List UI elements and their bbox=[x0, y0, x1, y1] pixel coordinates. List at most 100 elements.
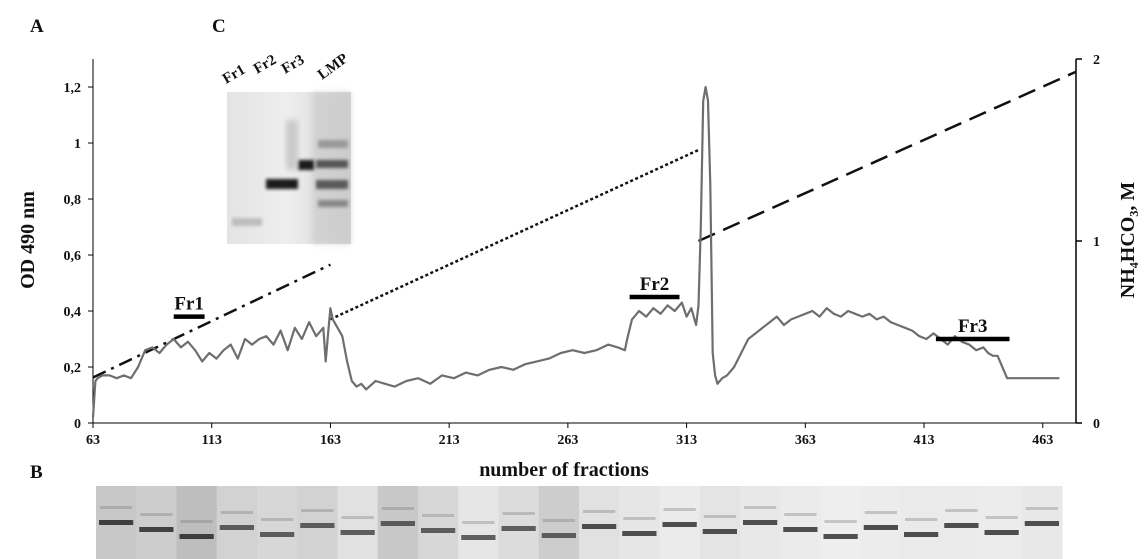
gel-strip-band bbox=[220, 511, 253, 514]
y-axis-title: OD 490 nm bbox=[17, 191, 39, 289]
gel-strip-band bbox=[301, 509, 334, 512]
gel-strip-band bbox=[381, 507, 414, 510]
gel-strip-lane bbox=[458, 486, 500, 559]
gel-band bbox=[316, 160, 348, 168]
gradient-lines bbox=[92, 70, 1077, 379]
fraction-label-fr2: Fr2 bbox=[640, 274, 670, 295]
y-tick-label: 0,6 bbox=[64, 249, 82, 264]
gel-strip-band bbox=[180, 520, 213, 523]
gel-strip-band bbox=[784, 513, 817, 516]
gel-strip-band bbox=[703, 515, 736, 518]
y2-axis-title: NH₄HCO₃, M bbox=[1117, 182, 1139, 299]
gradient-line-dotted bbox=[329, 148, 699, 321]
x-axis-title: number of fractions bbox=[479, 459, 649, 481]
y-tick-label: 1,2 bbox=[64, 81, 82, 96]
y-tick-label: 0,8 bbox=[64, 193, 82, 208]
gel-strip-band bbox=[260, 532, 295, 537]
y-tick-label: 0,4 bbox=[64, 305, 82, 320]
lane-label-lmp: LMP bbox=[315, 51, 351, 84]
x-tick-label: 263 bbox=[557, 433, 578, 448]
gel-strip-band bbox=[702, 529, 737, 534]
gel-strip-lane bbox=[257, 486, 298, 559]
gel-strip-band bbox=[783, 527, 818, 532]
x-tick-label: 363 bbox=[795, 433, 816, 448]
gel-band bbox=[232, 218, 262, 226]
gel-strip-band bbox=[904, 532, 939, 537]
gel-strip-band bbox=[663, 508, 696, 511]
gel-strip-band bbox=[179, 534, 214, 539]
gel-strip-band bbox=[662, 522, 697, 527]
fraction-label-fr1: Fr1 bbox=[174, 294, 204, 315]
gel-strip-lane bbox=[981, 486, 1023, 559]
gel-strip-band bbox=[583, 510, 616, 513]
fraction-label-fr3: Fr3 bbox=[958, 316, 988, 337]
gel-strip-band bbox=[422, 514, 455, 517]
gel-strip-lane bbox=[860, 486, 902, 559]
gel-strip-lane bbox=[579, 486, 620, 559]
gel-strip-band bbox=[1025, 507, 1058, 510]
gel-band bbox=[318, 140, 348, 148]
gel-strip-band bbox=[744, 506, 777, 509]
gel-strip-lane bbox=[941, 486, 983, 559]
gel-strip-band bbox=[100, 506, 133, 509]
panel-label-c: C bbox=[212, 16, 226, 37]
gel-strip-band bbox=[380, 521, 415, 526]
gel-strip-band bbox=[984, 530, 1019, 535]
gel-strip-band bbox=[985, 516, 1018, 519]
gel-strip-lane bbox=[176, 486, 218, 559]
gel-strip-lane bbox=[780, 486, 822, 559]
gel-strip-band bbox=[461, 535, 496, 540]
gradient-line-dashed bbox=[697, 70, 1077, 243]
x-tick-label: 63 bbox=[86, 433, 100, 448]
gel-strip-band bbox=[542, 519, 575, 522]
x-tick-label: 113 bbox=[202, 433, 222, 448]
y2-tick-label: 2 bbox=[1093, 53, 1100, 68]
gel-strip-band bbox=[261, 518, 294, 521]
x-tick-label: 163 bbox=[320, 433, 341, 448]
gel-strip-band bbox=[340, 530, 375, 535]
gel-strip-band bbox=[582, 524, 617, 529]
y-tick-label: 0,2 bbox=[64, 361, 82, 376]
gel-strip-lane bbox=[619, 486, 661, 559]
y2-ticks: 0 1 2 bbox=[1076, 53, 1100, 432]
gel-strip-band bbox=[541, 533, 576, 538]
gel-strip-band bbox=[945, 509, 978, 512]
gel-band bbox=[316, 180, 348, 189]
lane-label-fr2: Fr2 bbox=[251, 52, 279, 78]
gel-strip-band bbox=[421, 528, 456, 533]
y-ticks: 0 0,2 0,4 0,6 0,8 1 1,2 bbox=[64, 81, 93, 432]
gel-strip-lane bbox=[901, 486, 942, 559]
chart-area: 63 113 163 213 263 313 363 413 463 0 0,2 0,4 0,6 0,8… bbox=[17, 53, 1139, 481]
gel-band bbox=[266, 179, 298, 189]
gel-strip-band bbox=[502, 512, 535, 515]
gel-strip-band bbox=[341, 516, 374, 519]
gel-band bbox=[318, 200, 348, 207]
gel-strip-lane bbox=[337, 486, 379, 559]
gel-strip-band bbox=[743, 520, 778, 525]
gel-strip-lane bbox=[538, 486, 580, 559]
gel-strip-lane bbox=[136, 486, 178, 559]
gel-strip-band bbox=[139, 527, 174, 532]
gel-strip-lane bbox=[297, 486, 339, 559]
gel-strip-lane bbox=[699, 486, 741, 559]
lane-label-fr3: Fr3 bbox=[279, 52, 307, 78]
inset-gel: Fr1 Fr2 Fr3 LMP bbox=[220, 51, 351, 244]
gel-strip-lane bbox=[216, 486, 258, 559]
gel-strip-band bbox=[864, 511, 897, 514]
fraction-bars: Fr1 Fr2 Fr3 bbox=[173, 274, 1010, 342]
gel-strip-band bbox=[905, 518, 938, 521]
x-tick-label: 463 bbox=[1032, 433, 1053, 448]
gel-band bbox=[298, 160, 314, 170]
gel-strip-band bbox=[823, 534, 858, 539]
gel-strip-band bbox=[99, 520, 134, 525]
gradient-line-dash-dot bbox=[92, 263, 331, 379]
gel-strip-band bbox=[622, 531, 657, 536]
gel-strip-band bbox=[219, 525, 254, 530]
y-tick-label: 1 bbox=[74, 137, 81, 152]
x-tick-label: 213 bbox=[439, 433, 460, 448]
y2-tick-label: 0 bbox=[1093, 417, 1100, 432]
gel-strip-band bbox=[944, 523, 979, 528]
gel-strip bbox=[96, 486, 1063, 559]
lane-label-fr1: Fr1 bbox=[220, 62, 248, 88]
absorbance-line bbox=[91, 85, 1060, 418]
